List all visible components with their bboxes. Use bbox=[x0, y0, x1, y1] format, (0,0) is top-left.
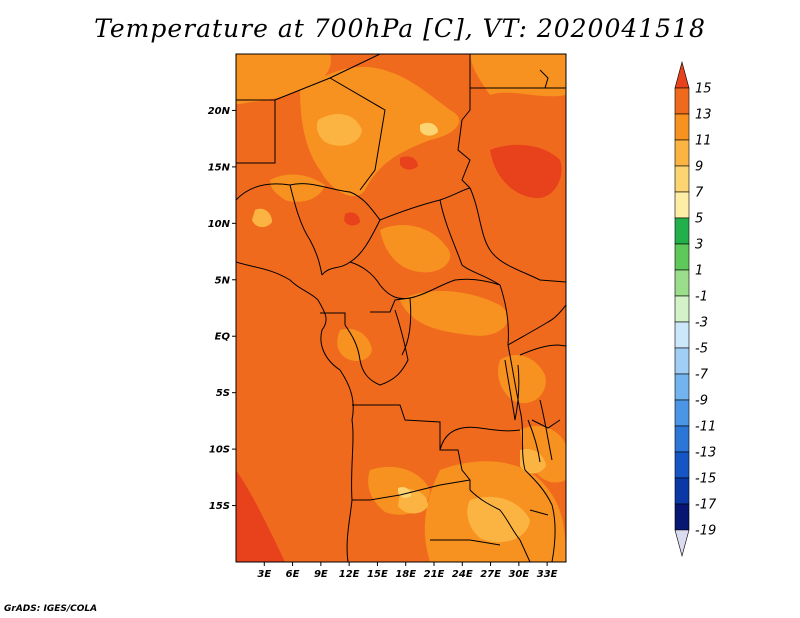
latitude-axis: 20N 15N 10N 5N EQ 5S 10S 15S bbox=[208, 106, 236, 512]
grads-credit: GrADS: IGES/COLA bbox=[4, 604, 98, 614]
lon-tick-label: 27E bbox=[480, 569, 501, 580]
colorbar-swatch bbox=[674, 451, 690, 479]
colorbar-swatch bbox=[674, 217, 690, 245]
colorbar-level-label: -3 bbox=[695, 316, 708, 331]
colorbar-level-label: 1 bbox=[695, 264, 703, 279]
lon-tick-label: 12E bbox=[339, 569, 360, 580]
colorbar-level-label: 9 bbox=[695, 160, 703, 175]
country-borders bbox=[236, 54, 566, 562]
colorbar-level-label: -1 bbox=[695, 290, 708, 305]
colorbar-swatch bbox=[674, 399, 690, 427]
map-frame bbox=[235, 53, 567, 563]
colorbar-level-label: -5 bbox=[695, 342, 708, 357]
lat-tick-label: 10S bbox=[209, 445, 230, 456]
lon-tick-label: 6E bbox=[286, 569, 300, 580]
colorbar-swatch bbox=[674, 243, 690, 271]
lat-tick-label: 15N bbox=[208, 162, 231, 173]
lon-tick-label: 24E bbox=[452, 569, 473, 580]
colorbar-swatch bbox=[674, 165, 690, 193]
colorbar-level-label: 11 bbox=[695, 134, 712, 149]
colorbar-level-label: -17 bbox=[695, 498, 717, 513]
colorbar-level-label: 15 bbox=[695, 82, 712, 97]
colorbar-swatch bbox=[674, 347, 690, 375]
colorbar-swatch bbox=[674, 295, 690, 323]
map-title: Temperature at 700hPa [C], VT: 202004151… bbox=[94, 14, 706, 43]
lon-tick-label: 15E bbox=[367, 569, 388, 580]
lon-tick-label: 21E bbox=[424, 569, 445, 580]
colorbar-level-label: -13 bbox=[695, 446, 716, 461]
colorbar-level-label: -9 bbox=[695, 394, 708, 409]
lon-tick-label: 3E bbox=[257, 569, 271, 580]
colorbar-swatch bbox=[674, 503, 690, 531]
colorbar-swatch bbox=[674, 477, 690, 505]
colorbar-swatch bbox=[674, 87, 690, 115]
lat-tick-label: 20N bbox=[208, 106, 231, 117]
lon-tick-label: 33E bbox=[537, 569, 558, 580]
colorbar-swatch bbox=[674, 425, 690, 453]
lon-tick-label: 18E bbox=[395, 569, 416, 580]
colorbar-level-label: -11 bbox=[695, 420, 716, 435]
colorbar-swatch bbox=[674, 191, 690, 219]
lat-tick-label: 15S bbox=[209, 501, 230, 512]
colorbar-level-label: -15 bbox=[695, 472, 716, 487]
colorbar-level-label: 3 bbox=[695, 238, 703, 253]
lon-tick-label: 9E bbox=[314, 569, 328, 580]
colorbar-swatch bbox=[674, 529, 690, 558]
colorbar-level-label: 13 bbox=[695, 108, 712, 123]
colorbar-legend: 15 13 11 9 7 5 3 1 -1 -3 -5 -7 -9 -11 -13 -15 -17 -19 bbox=[674, 60, 717, 558]
colorbar-swatch bbox=[674, 139, 690, 167]
colorbar-level-label: 7 bbox=[695, 186, 704, 201]
colorbar-level-label: -7 bbox=[695, 368, 709, 383]
lat-tick-label: 5N bbox=[215, 275, 231, 286]
colorbar-swatch bbox=[674, 373, 690, 401]
lat-tick-label: EQ bbox=[215, 332, 231, 343]
colorbar-swatch bbox=[674, 60, 690, 89]
colorbar-swatch bbox=[674, 269, 690, 297]
temperature-field bbox=[236, 54, 566, 562]
colorbar-level-label: 5 bbox=[695, 212, 703, 227]
colorbar-level-label: -19 bbox=[695, 524, 716, 539]
longitude-axis: 3E 6E 9E 12E 15E 18E 21E 24E 27E 30E 33E bbox=[257, 562, 558, 580]
colorbar-swatch bbox=[674, 113, 690, 141]
lat-tick-label: 5S bbox=[216, 388, 230, 399]
lat-tick-label: 10N bbox=[208, 219, 231, 230]
colorbar-swatch bbox=[674, 321, 690, 349]
lon-tick-label: 30E bbox=[508, 569, 529, 580]
